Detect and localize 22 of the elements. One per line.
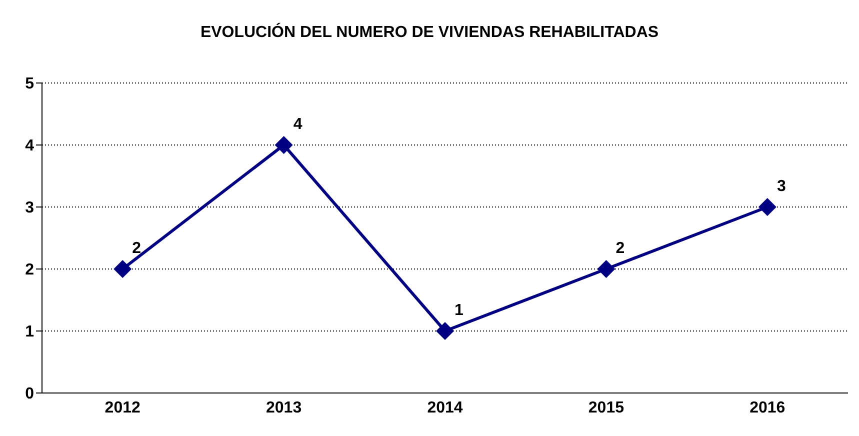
point (114, 260, 132, 278)
y-tick-label: 2 (25, 262, 34, 279)
data-label: 2 (132, 240, 142, 258)
y-tick-label: 1 (25, 324, 34, 341)
chart-title: EVOLUCIÓN DEL NUMERO DE VIVIENDAS REHABILITADAS (199, 22, 660, 43)
x-tick-label: 2015 (588, 399, 624, 416)
y-tick-label: 5 (25, 76, 34, 93)
data-label: 3 (776, 178, 786, 196)
y-tick-label: 3 (25, 200, 34, 217)
x-tick-label: 2012 (104, 399, 140, 416)
data-label: 4 (293, 116, 302, 134)
y-tick-label: 0 (25, 386, 34, 403)
y-tick-label: 4 (25, 138, 34, 155)
point (758, 198, 776, 216)
data-label: 2 (616, 240, 625, 258)
x-tick-label: 2014 (427, 399, 463, 416)
point (436, 322, 454, 340)
x-tick-label: 2013 (266, 399, 302, 416)
data-label: 1 (454, 302, 464, 320)
point (597, 260, 616, 278)
x-tick-label: 2016 (750, 399, 786, 416)
point (274, 136, 293, 154)
